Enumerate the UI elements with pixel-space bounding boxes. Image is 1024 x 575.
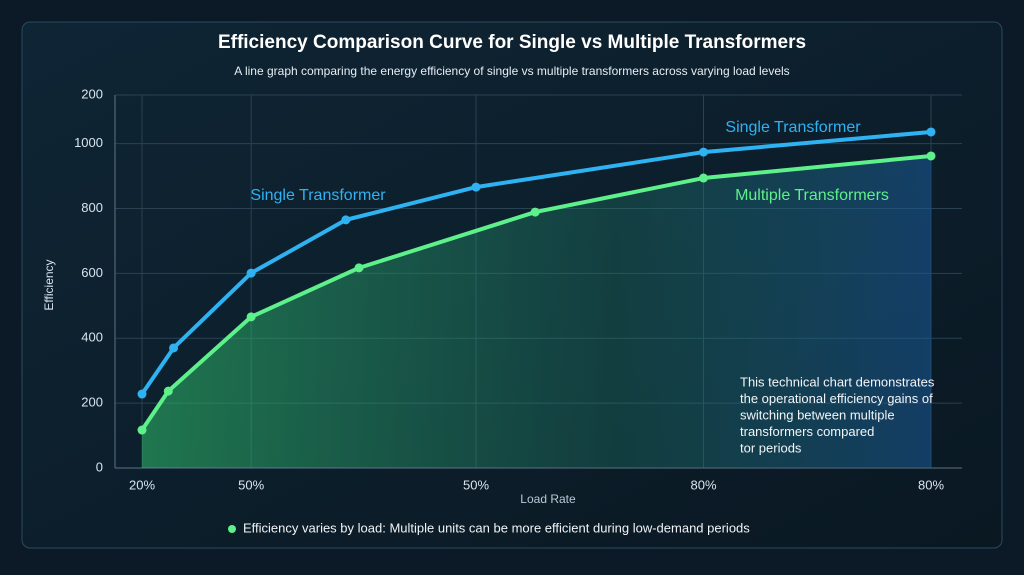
annotation-line: switching between multiple: [740, 407, 895, 422]
series-label: Multiple Transformers: [735, 187, 889, 204]
point: [341, 215, 351, 225]
point: [471, 182, 481, 192]
note-dot: [228, 525, 236, 533]
x-tick-label: 80%: [918, 477, 944, 492]
point: [169, 343, 179, 353]
area: [142, 155, 931, 468]
series-label: Single Transformer: [725, 119, 861, 136]
chart-title: Efficiency Comparison Curve for Single v…: [218, 32, 806, 53]
annotation-line: the operational efficiency gains of: [740, 391, 933, 406]
point: [926, 151, 936, 161]
point: [137, 425, 147, 435]
y-tick-label: 800: [81, 200, 103, 215]
y-tick-label: 1000: [74, 135, 103, 150]
x-tick-label: 80%: [690, 477, 716, 492]
point: [530, 207, 540, 217]
x-axis-label: Load Rate: [520, 492, 576, 506]
point: [699, 173, 709, 183]
annotation-line: tor periods: [740, 440, 802, 455]
chart-subtitle: A line graph comparing the energy effici…: [234, 64, 789, 78]
point: [354, 263, 364, 273]
y-tick-label: 200: [81, 395, 103, 410]
annotation-line: This technical chart demonstrates: [740, 374, 935, 389]
point: [246, 312, 256, 322]
point: [246, 268, 256, 278]
x-tick-label: 20%: [129, 477, 155, 492]
footnote: Efficiency varies by load: Multiple unit…: [243, 520, 750, 535]
point: [137, 389, 147, 399]
y-tick-label: 400: [81, 330, 103, 345]
x-tick-label: 50%: [238, 477, 264, 492]
y-tick-label: 200: [81, 86, 103, 101]
series-label: Single Transformer: [250, 187, 386, 204]
point: [926, 127, 936, 137]
x-tick-label: 50%: [463, 477, 489, 492]
y-tick-label: 600: [81, 265, 103, 280]
point: [699, 147, 709, 157]
y-tick-label: 0: [96, 459, 103, 474]
point: [163, 386, 173, 396]
y-axis-label: Efficiency: [42, 259, 56, 310]
annotation-line: transformers compared: [740, 424, 874, 439]
